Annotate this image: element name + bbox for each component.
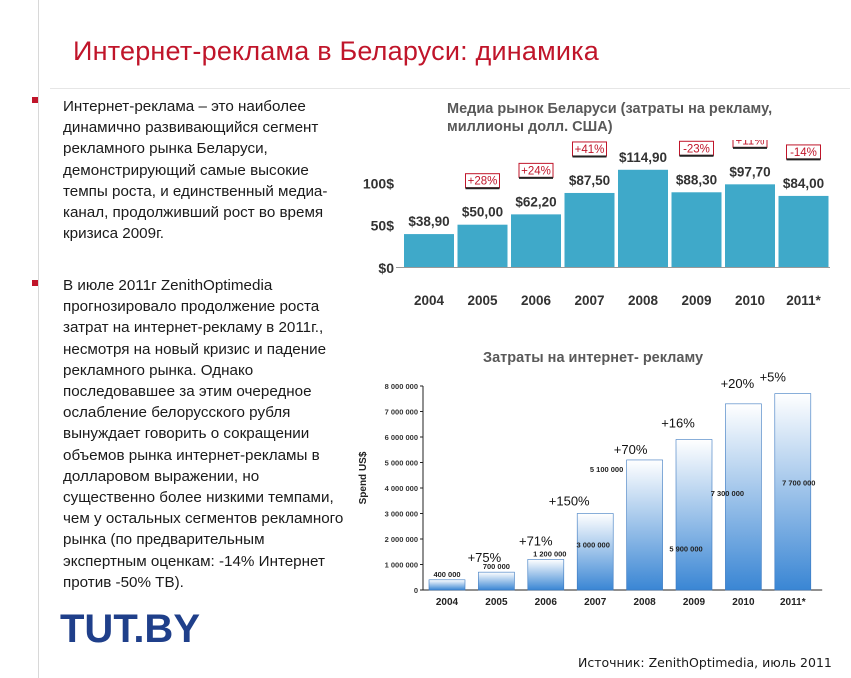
chart1-bar [457, 224, 508, 267]
chart1-category-label: 2006 [521, 293, 552, 308]
chart2-bar [675, 439, 713, 591]
chart1-value-label: $38,90 [408, 214, 449, 229]
chart2-category-label: 2011* [780, 597, 806, 608]
chart1-ytick-label: $0 [378, 260, 394, 276]
chart2-category-label: 2007 [584, 597, 607, 608]
chart1-ytick-label: 50$ [371, 218, 395, 234]
chart1-bar [671, 192, 722, 267]
chart2-ytick-label: 8 000 000 [385, 382, 418, 391]
chart2-growth-label: +75% [468, 550, 502, 565]
chart1-growth-label: -14% [790, 147, 817, 159]
left-border-line [38, 0, 39, 678]
chart1-category-label: 2010 [735, 293, 765, 308]
bullet-text-2: В июле 2011г ZenithOptimedia прогнозиров… [63, 277, 344, 591]
bullet-marker-1 [32, 97, 38, 103]
chart2-bar [478, 571, 515, 591]
chart2-ytick-label: 5 000 000 [385, 459, 418, 468]
chart1-bar [618, 169, 668, 267]
tutby-logo: TUT.BY [60, 607, 200, 650]
chart2-ytick-label: 6 000 000 [385, 433, 418, 442]
chart2-value-label: 5 900 000 [669, 545, 702, 554]
chart2-bar [527, 559, 565, 591]
chart2-growth-label: +16% [661, 416, 695, 431]
chart1-value-label: $50,00 [462, 205, 503, 220]
chart2-ytick-label: 0 [414, 586, 418, 595]
chart1-category-label: 2008 [628, 293, 659, 308]
bullet-marker-2 [32, 280, 38, 286]
chart2-category-label: 2010 [732, 597, 755, 608]
chart2-title: Затраты на интернет- рекламу [483, 350, 704, 366]
chart2-value-label: 700 000 [483, 562, 510, 571]
source-note: Источник: ZenithOptimedia, июль 2011 [578, 655, 832, 670]
logo-text: TUT.BY [60, 607, 200, 650]
chart2-ytick-label: 1 000 000 [385, 561, 418, 570]
chart1-growth-label: +28% [468, 176, 498, 188]
chart2-category-label: 2009 [683, 597, 706, 608]
chart1-category-label: 2007 [574, 293, 604, 308]
chart2-bar [725, 403, 762, 591]
chart1-value-label: $62,20 [515, 194, 556, 209]
chart2-category-label: 2006 [535, 597, 558, 608]
chart2-ytick-label: 2 000 000 [385, 535, 418, 544]
chart2-value-label: 7 700 000 [782, 479, 815, 488]
internet-ad-spend-chart: Spend US$ 0 1 000 000 2 000 000 3 000 000 4 0… [358, 370, 823, 608]
chart2-growth-label: +150% [549, 494, 590, 509]
chart2-value-label: 1 200 000 [533, 549, 566, 558]
chart1-value-label: $84,00 [783, 176, 824, 191]
chart2-category-label: 2004 [436, 597, 459, 608]
chart1-value-label: $97,70 [729, 164, 770, 179]
chart1-growth-label: +41% [575, 144, 605, 156]
chart2-y-axis-label: Spend US$ [358, 451, 369, 504]
chart1-category-label: 2005 [467, 293, 498, 308]
chart2-bar [428, 579, 466, 591]
chart1-category-label: 2004 [414, 293, 445, 308]
chart2-category-label: 2005 [485, 597, 508, 608]
chart1-bar [404, 234, 454, 267]
chart1-bar [564, 192, 615, 267]
chart1-value-label: $88,30 [676, 172, 717, 187]
chart2-value-label: 3 000 000 [577, 541, 610, 550]
chart1-value-label: $87,50 [569, 173, 610, 188]
chart2-growth-label: +71% [519, 533, 553, 548]
chart1-bar [725, 184, 775, 267]
chart1-bar [778, 195, 829, 267]
chart1-bar [511, 214, 561, 267]
chart2-bar [626, 459, 663, 591]
chart2-value-label: 5 100 000 [590, 465, 623, 474]
chart2-growth-label: +70% [614, 442, 648, 457]
title-divider [50, 88, 850, 89]
chart2-growth-label: +20% [721, 376, 755, 391]
chart2-bar [774, 393, 812, 591]
chart2-category-label: 2008 [633, 597, 656, 608]
chart1-ytick-label: 100$ [363, 175, 394, 191]
chart2-ytick-label: 4 000 000 [385, 484, 418, 493]
chart2-value-label: 7 300 000 [711, 489, 744, 498]
chart2-value-label: 400 000 [433, 570, 460, 579]
chart1-value-label: $114,90 [619, 150, 667, 165]
chart1-title: Медиа рынок Беларуси (затраты на рекламу… [447, 101, 773, 135]
bullet-text-1: Интернет-реклама – это наиболее динамичн… [63, 98, 328, 243]
chart1-growth-label: +11% [736, 140, 765, 147]
chart2-bar [576, 513, 614, 591]
chart2-ytick-label: 7 000 000 [385, 408, 418, 417]
chart2-ytick-label: 3 000 000 [385, 510, 418, 519]
page-title: Интернет-реклама в Беларуси: динамика [73, 36, 599, 66]
chart1-growth-label: +24% [521, 165, 551, 177]
chart1-growth-label: -23% [683, 143, 710, 155]
media-market-chart: $0 50$ 100$ $38,90 2004 $50,00 2005 +28% $62,20 2… [363, 140, 830, 308]
chart1-category-label: 2009 [681, 293, 711, 308]
chart2-growth-label: +5% [760, 370, 787, 385]
chart1-category-label: 2011* [786, 293, 821, 308]
